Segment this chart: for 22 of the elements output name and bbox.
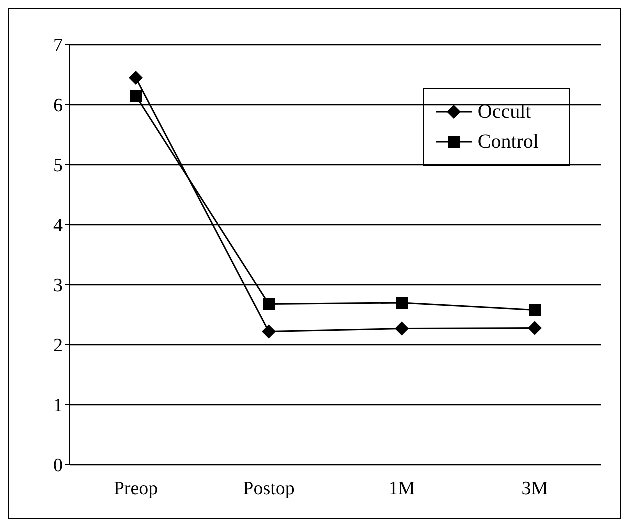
point [395,322,409,336]
x-tick-label: Postop [243,478,295,500]
point [529,304,541,316]
legend-label: Control [478,130,539,155]
point [528,321,542,336]
point [129,71,143,85]
x-tick-label: Preop [114,478,158,500]
legend-label: Occult [478,100,532,125]
point [263,298,275,310]
point [130,90,142,102]
y-tick-label: 3 [54,276,63,297]
y-tick-label: 2 [54,336,63,357]
y-tick-label: 5 [54,156,63,177]
y-tick-label: 4 [54,216,64,237]
point [262,324,276,339]
x-tick-label: 3M [522,478,548,500]
y-tick-label: 6 [54,96,63,117]
y-tick-label: 0 [54,456,63,477]
point [396,297,408,309]
y-tick-label: 7 [54,36,63,57]
y-tick-label: 1 [54,396,63,417]
x-tick-label: 1M [388,478,416,500]
